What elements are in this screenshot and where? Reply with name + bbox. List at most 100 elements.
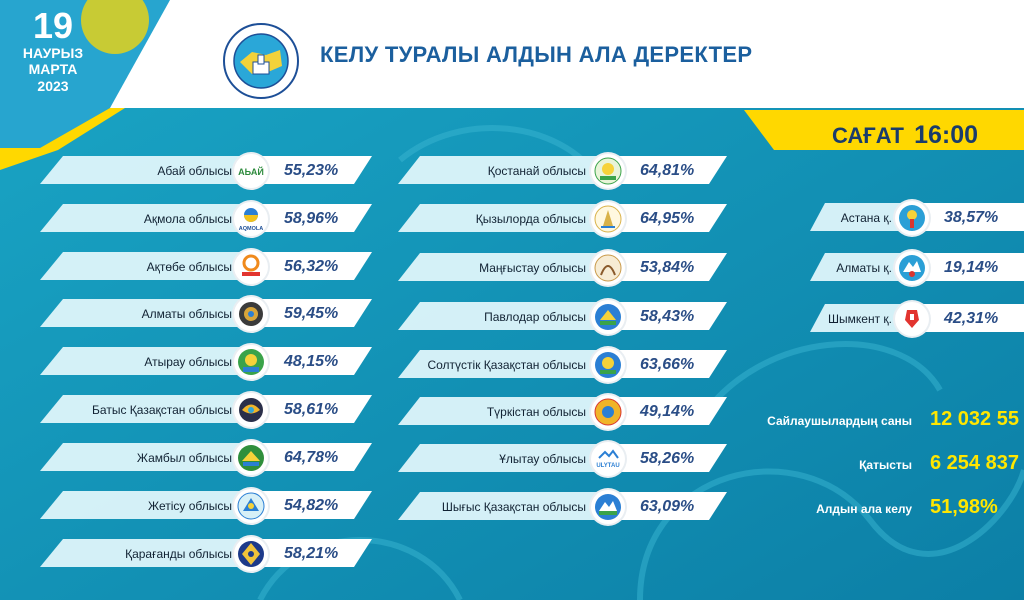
pct-slot: 54,82% [284,491,364,521]
election-commission-emblem-icon [223,23,299,99]
turnout-percent: 55,23% [284,162,339,179]
region-row: Маңғыстау облысы [400,253,586,283]
logo-slot [591,490,625,524]
turnout-percent: 59,45% [284,305,339,322]
turnout-percent: 64,78% [284,449,339,466]
pct-slot: 58,43% [640,302,720,332]
time-value: 16:00 [914,121,979,149]
pct-slot: 58,61% [284,395,364,425]
almaty-region-logo-icon [234,297,268,331]
logo-slot [591,251,625,285]
karaganda-region-logo-icon [234,537,268,571]
turnout-percent: 53,84% [640,259,695,276]
west-kazakhstan-logo-icon [234,393,268,427]
date-month-ru: МАРТА [28,61,78,77]
turnout-value: 6 254 837 [930,452,1019,474]
mangystau-region-logo-icon [591,251,625,285]
pct-slot: 55,23% [284,156,364,186]
east-kazakhstan-logo-icon [591,490,625,524]
city-name: Шымкент қ. [828,312,892,326]
logo-slot: АЬАЙ [234,154,268,188]
logo-slot [234,393,268,427]
region-row: Қызылорда облысы [400,204,586,234]
pct-slot: 42,31% [944,304,1022,334]
logo-slot [591,348,625,382]
voters-value: 12 032 55 [930,408,1019,430]
region-row: Ұлытау облысы [400,444,586,474]
kyzylorda-region-logo-icon [591,202,625,236]
region-name: Ақтөбе облысы [146,260,232,274]
turkistan-region-logo-icon [591,395,625,429]
region-row: Шығыс Қазақстан облысы [400,492,586,522]
atyrau-region-logo-icon [234,345,268,379]
akmola-region-logo-icon: AQMOLA [234,202,268,236]
kostanay-region-logo-icon [591,154,625,188]
pct-slot: 63,09% [640,492,720,522]
zhetysu-region-logo-icon [234,489,268,523]
abai-logo-text: АЬАЙ [238,166,264,177]
pct-slot: 59,45% [284,299,364,329]
region-row: Батыс Қазақстан облысы [40,395,232,425]
region-row: Жамбыл облысы [40,443,232,473]
logo-slot [895,201,929,235]
turnout-percent: 56,32% [284,258,339,275]
region-name: Жамбыл облысы [136,451,232,465]
region-name: Алматы облысы [141,307,232,321]
region-name: Қостанай облысы [487,164,586,178]
region-row: Алматы облысы [40,299,232,329]
logo-slot: ULYTAU [591,442,625,476]
turnout-percent: 54,82% [284,497,339,514]
turnout-percent: 42,31% [944,310,999,327]
turnout-percent: 63,66% [640,356,695,373]
logo-slot [591,154,625,188]
region-name: Атырау облысы [144,355,232,369]
region-name: Қарағанды облысы [125,547,232,561]
region-row: Қарағанды облысы [40,539,232,569]
region-name: Қызылорда облысы [475,212,586,226]
region-name: Ақмола облысы [143,212,232,226]
turnout-percent: 58,26% [640,450,695,467]
region-name: Абай облысы [157,164,232,178]
logo-slot [234,489,268,523]
date-day: 19 [32,5,74,46]
turnout-percent: 58,96% [284,210,339,227]
region-row: Түркістан облысы [400,397,586,427]
region-row: Абай облысы [40,156,232,186]
pct-slot: 64,81% [640,156,720,186]
pct-slot: 19,14% [944,253,1022,283]
shymkent-city-logo-icon [895,302,929,336]
time-label: САҒАТ [832,123,904,148]
pct-slot: 58,96% [284,204,364,234]
zhambyl-region-logo-icon [234,441,268,475]
turnout-percent: 64,81% [640,162,695,179]
pct-slot: 48,15% [284,347,364,377]
page-title: КЕЛУ ТУРАЛЫ АЛДЫН АЛА ДЕРЕКТЕР [320,42,753,67]
turnout-percent: 58,61% [284,401,339,418]
time-banner: САҒАТ 16:00 [832,121,978,150]
pct-slot: 63,66% [640,350,720,380]
ulytau-logo-text: ULYTAU [596,463,619,469]
pct-slot: 64,95% [640,204,720,234]
turnout-percent: 58,43% [640,308,695,325]
region-row: Ақмола облысы [40,204,232,234]
turnout-percent: 58,21% [284,545,339,562]
region-name: Жетісу облысы [148,499,232,513]
pct-slot: 53,84% [640,253,720,283]
region-name: Шығыс Қазақстан облысы [441,500,586,514]
turnout-percent: 38,57% [944,209,999,226]
pct-slot: 38,57% [944,203,1022,233]
date-year: 2023 [37,78,69,94]
astana-city-logo-icon [895,201,929,235]
logo-slot [234,345,268,379]
pct-slot: 49,14% [640,397,720,427]
region-name: Павлодар облысы [484,310,586,324]
almaty-city-logo-icon [895,251,929,285]
region-row: Павлодар облысы [400,302,586,332]
logo-slot [234,297,268,331]
prelim-label: Алдын ала келу [816,502,912,516]
logo-slot [591,300,625,334]
region-row: Ақтөбе облысы [40,252,232,282]
region-row: Жетісу облысы [40,491,232,521]
logo-slot [234,441,268,475]
